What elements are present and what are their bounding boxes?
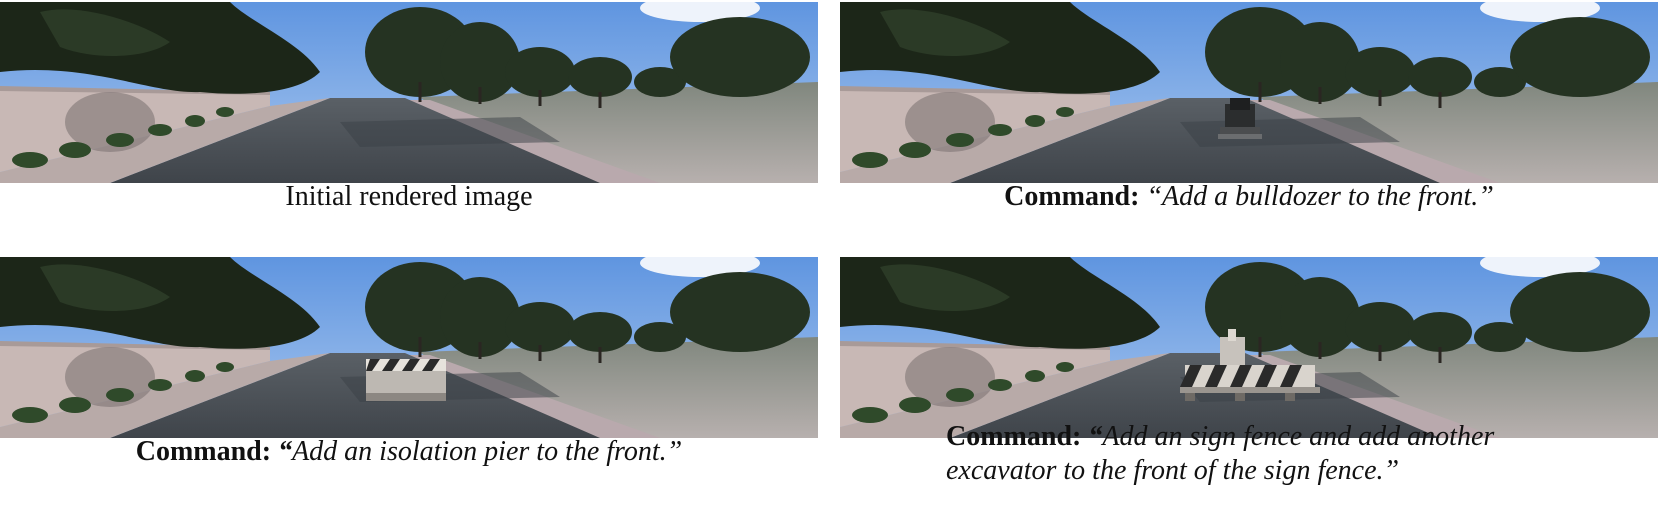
street-scene-image (0, 2, 818, 183)
command-text: Add an isolation pier to the front.” (292, 436, 683, 467)
bulldozer-object (1218, 98, 1262, 139)
panel-isolation-pier (0, 257, 818, 438)
command-text-line-2: excavator to the front of the sign fence… (946, 455, 1400, 486)
command-text-line-1: Add an sign fence and add another (1102, 421, 1495, 452)
panel-sign-fence (840, 257, 1658, 438)
command-label: Command: (1004, 181, 1140, 212)
command-label: Command: (135, 436, 272, 467)
command-open-quote: “ (278, 436, 293, 467)
street-scene-image (0, 257, 818, 438)
caption-initial: Initial rendered image (0, 180, 818, 214)
street-scene-image (840, 257, 1658, 438)
caption-isolation-pier: Command: “Add an isolation pier to the f… (0, 435, 818, 469)
panel-bulldozer (840, 2, 1658, 183)
caption-line-1: Command: “Add an sign fence and add anot… (946, 420, 1646, 454)
command-text: “Add a bulldozer to the front.” (1146, 181, 1494, 212)
command-label: Command: (946, 421, 1082, 452)
caption-initial-text: Initial rendered image (285, 181, 533, 212)
caption-sign-fence: Command: “Add an sign fence and add anot… (946, 420, 1646, 488)
command-open-quote: “ (1088, 421, 1103, 452)
panel-initial (0, 2, 818, 183)
isolation-pier-object (366, 359, 446, 401)
sign-fence-and-excavator-object (1180, 329, 1320, 401)
street-scene-image (840, 2, 1658, 183)
caption-bulldozer: Command: “Add a bulldozer to the front.” (840, 180, 1658, 214)
